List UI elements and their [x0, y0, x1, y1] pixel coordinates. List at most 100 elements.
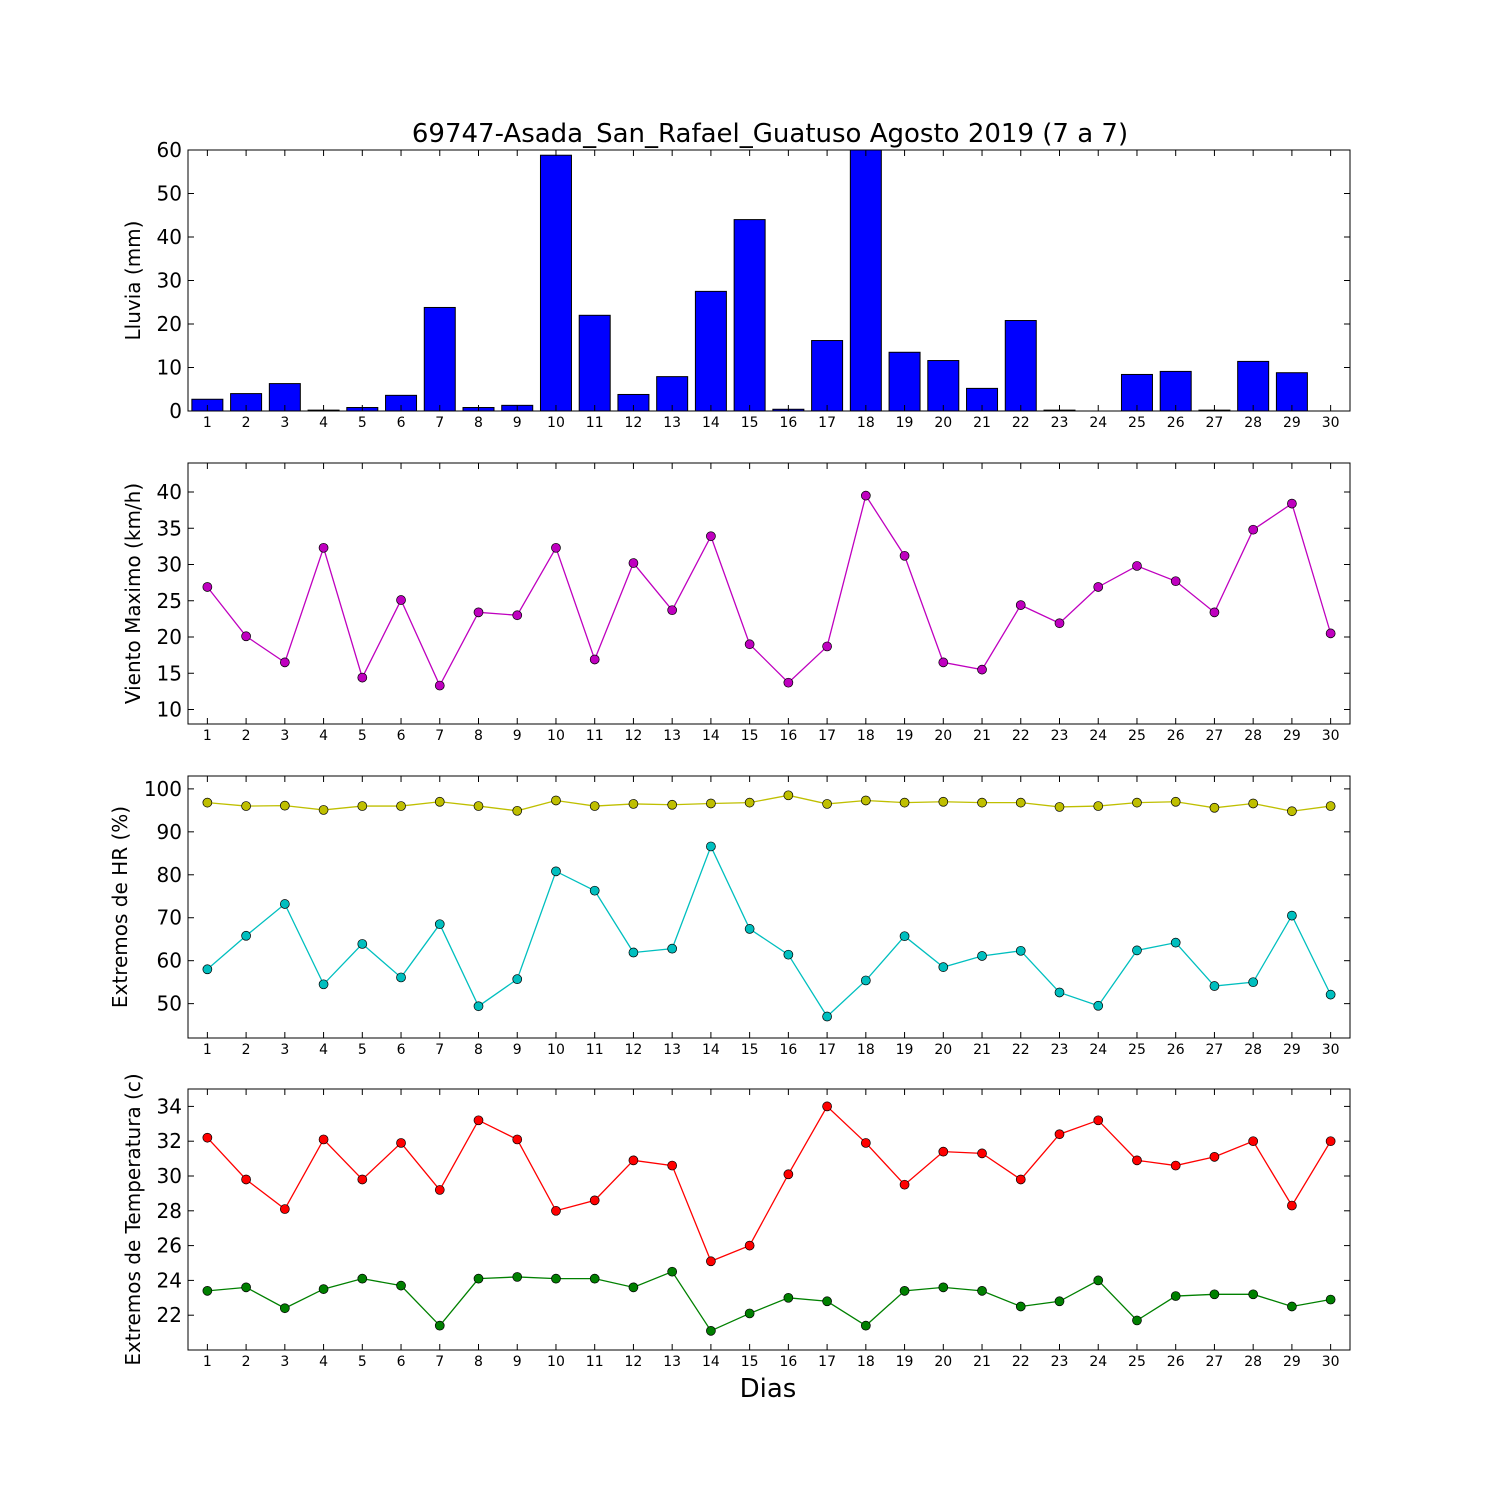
temperatura-series-2-point [1325, 1294, 1336, 1305]
temperatura-xtick-label: 19 [896, 1354, 914, 1370]
lluvia-xtick-label: 17 [818, 415, 836, 431]
temperatura-ytick-label: 22 [157, 1303, 182, 1327]
lluvia-ytick-label: 10 [157, 356, 182, 380]
viento-series-1-point [1054, 618, 1065, 629]
hr-series-2-point [589, 885, 600, 896]
temperatura-xtick-label: 30 [1322, 1354, 1340, 1370]
lluvia-xtick-label: 10 [547, 415, 565, 431]
temperatura-xtick-label: 27 [1206, 1354, 1224, 1370]
temperatura-series-2-point [512, 1272, 523, 1282]
hr-xtick-label: 17 [818, 1042, 836, 1058]
hr-xtick-label: 11 [586, 1042, 604, 1058]
viento-xtick-label: 16 [779, 728, 797, 744]
viento-series-1-point [1287, 498, 1297, 509]
temperatura-ytick-label: 34 [157, 1094, 182, 1118]
hr-series-2-point [1015, 945, 1026, 956]
lluvia-xtick-label: 22 [1012, 415, 1030, 431]
lluvia-xtick-label: 13 [663, 415, 681, 431]
hr-y-axis-label: Extremos de HR (%) [108, 806, 132, 1008]
temperatura-series-2-point [1248, 1289, 1259, 1300]
viento-xtick-label: 26 [1167, 728, 1185, 744]
hr-xtick-label: 9 [513, 1042, 522, 1058]
viento-series-1-point [783, 677, 794, 688]
hr-series-1-line [207, 794, 1331, 812]
hr-series-1-point [396, 801, 406, 811]
hr-xtick-label: 25 [1128, 1042, 1146, 1058]
lluvia-xtick-label: 20 [934, 415, 952, 431]
viento-ytick-label: 15 [157, 661, 182, 685]
lluvia-bar [578, 314, 611, 411]
viento-y-axis-label: Viento Maximo (km/h) [121, 483, 145, 704]
temperatura-series-1-point [938, 1146, 949, 1157]
hr-series-2-point [1132, 945, 1142, 956]
hr-xtick-label: 20 [934, 1042, 952, 1058]
temperatura-xtick-label: 2 [242, 1354, 251, 1370]
temperatura-series-2-point [551, 1273, 561, 1284]
hr-series-1-point [1132, 797, 1142, 808]
viento-series-1-point [357, 672, 368, 683]
hr-frame [187, 775, 1351, 1039]
temperatura-xtick-label: 16 [779, 1354, 797, 1370]
temperatura-series-1-line [206, 1105, 1332, 1263]
temperatura-xtick-label: 26 [1167, 1354, 1185, 1370]
hr-ytick-label: 60 [157, 949, 182, 973]
hr-xtick-label: 5 [358, 1042, 367, 1058]
viento-frame [187, 462, 1351, 725]
hr-xtick-label: 27 [1206, 1042, 1224, 1058]
lluvia-bar [733, 219, 766, 411]
viento-series-1-point [512, 610, 523, 621]
temperatura-ytick-label: 28 [157, 1199, 182, 1223]
hr-series-1-point [1209, 802, 1220, 813]
lluvia-bar [230, 393, 263, 411]
temperatura-xtick-label: 4 [319, 1354, 328, 1370]
hr-series-1-point [977, 797, 987, 808]
lluvia-xtick-label: 6 [397, 415, 406, 431]
lluvia-xtick-label: 25 [1128, 415, 1146, 431]
hr-series-2-point [396, 972, 406, 983]
lluvia-bar [423, 306, 456, 411]
temperatura-xtick-label: 14 [702, 1354, 720, 1370]
hr-series-2-point [977, 951, 987, 961]
temperatura-series-1-point [667, 1160, 678, 1171]
hr-series-2-point [512, 974, 523, 985]
temperatura-series-1-point [318, 1134, 329, 1145]
hr-series-1-point [860, 795, 871, 806]
temperatura-frame [187, 1088, 1351, 1351]
lluvia-xtick-label: 1 [203, 415, 212, 431]
hr-xtick-label: 29 [1283, 1042, 1301, 1058]
viento-series-1-point [822, 641, 832, 652]
temperatura-series-2-point [822, 1296, 832, 1307]
viento-xtick-label: 17 [818, 728, 836, 744]
hr-series-1-point [1287, 806, 1297, 817]
temperatura-series-1-point [1093, 1115, 1104, 1126]
lluvia-xtick-label: 5 [358, 415, 367, 431]
lluvia-xtick-label: 23 [1051, 415, 1069, 431]
temperatura-xtick-label: 3 [280, 1354, 289, 1370]
viento-series-1-point [938, 657, 949, 668]
viento-series-1-point [1248, 524, 1259, 535]
temperatura-series-1-point [783, 1169, 794, 1180]
hr-xtick-label: 8 [474, 1042, 483, 1058]
hr-series-2-point [783, 949, 794, 960]
temperatura-ytick-label: 26 [157, 1234, 182, 1258]
viento-xtick-label: 27 [1206, 728, 1224, 744]
temperatura-series-1-point [512, 1134, 523, 1145]
viento-series-1-point [1132, 561, 1142, 571]
viento-xtick-label: 1 [203, 728, 212, 744]
lluvia-bar [811, 340, 844, 411]
temperatura-series-1-point [1132, 1155, 1142, 1166]
lluvia-bar [1237, 360, 1270, 411]
viento-series-1-point [551, 542, 561, 553]
viento-xtick-label: 5 [358, 728, 367, 744]
hr-series-2-point [1248, 977, 1259, 988]
lluvia-xtick-label: 26 [1167, 415, 1185, 431]
temperatura-series-1-point [279, 1204, 290, 1214]
temperatura-xtick-label: 20 [934, 1354, 952, 1370]
temperatura-series-1-point [860, 1138, 871, 1148]
viento-xtick-label: 25 [1128, 728, 1146, 744]
hr-xtick-label: 7 [435, 1042, 444, 1058]
lluvia-xtick-label: 2 [242, 415, 251, 431]
hr-series-2-point [899, 931, 910, 942]
lluvia-xtick-label: 29 [1283, 415, 1301, 431]
